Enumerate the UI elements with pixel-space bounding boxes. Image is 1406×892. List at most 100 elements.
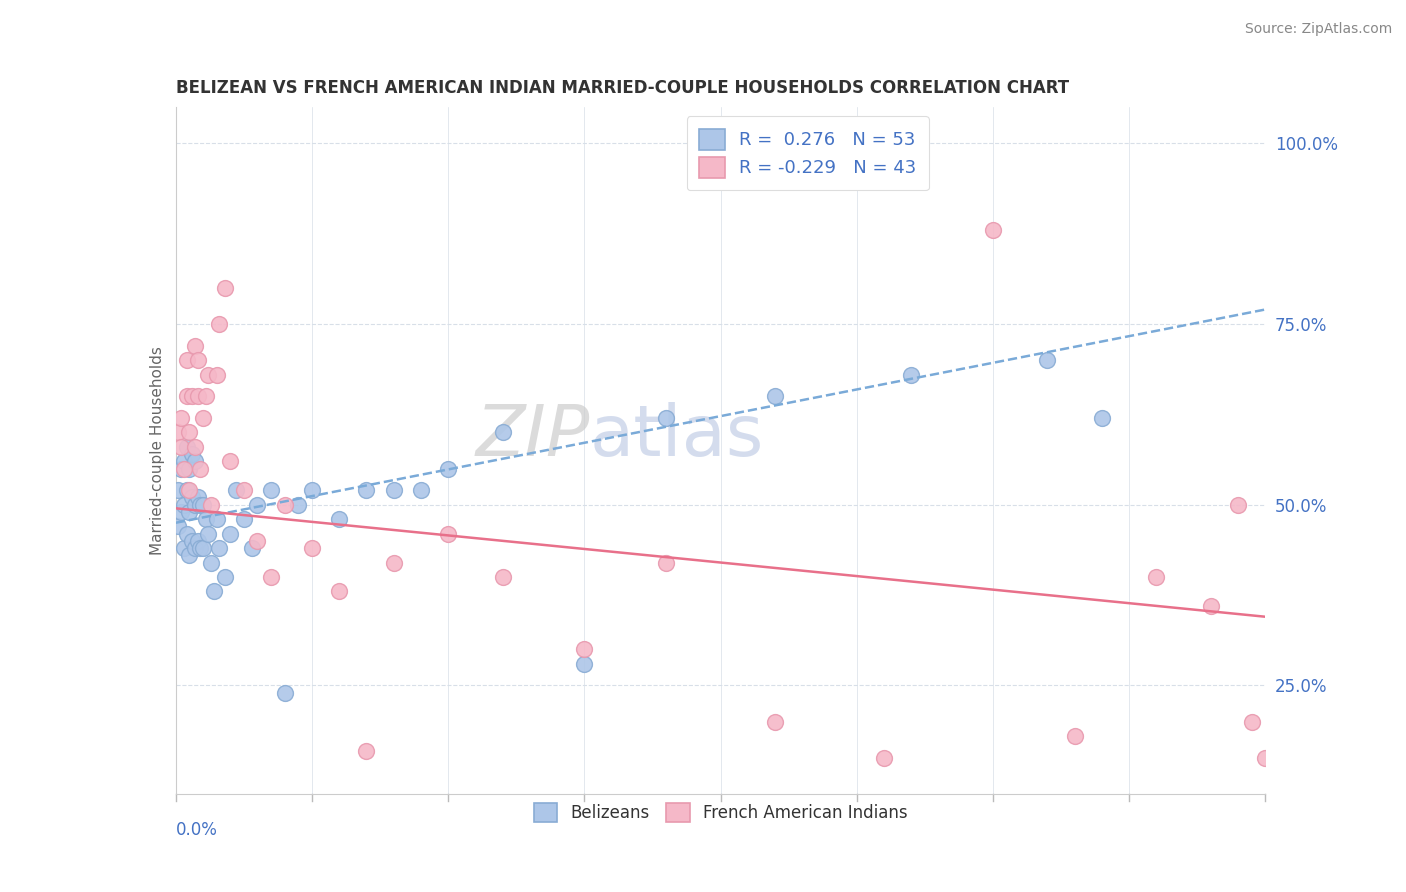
Point <box>763 389 786 403</box>
Point <box>900 368 922 382</box>
Point <box>214 281 236 295</box>
Point <box>574 642 596 657</box>
Point <box>232 483 254 498</box>
Point <box>382 556 405 570</box>
Point <box>170 440 193 454</box>
Point <box>1091 411 1114 425</box>
Point <box>301 541 323 555</box>
Point <box>181 533 204 548</box>
Point <box>356 483 378 498</box>
Point <box>167 425 190 440</box>
Point <box>260 570 283 584</box>
Point <box>328 512 350 526</box>
Point <box>186 491 209 505</box>
Point <box>176 353 198 368</box>
Point <box>492 570 515 584</box>
Point <box>202 584 225 599</box>
Point <box>184 338 207 352</box>
Point <box>186 533 209 548</box>
Point <box>191 411 214 425</box>
Point <box>194 512 217 526</box>
Point <box>655 556 678 570</box>
Point <box>409 483 432 498</box>
Y-axis label: Married-couple Households: Married-couple Households <box>149 346 165 555</box>
Point <box>179 549 201 563</box>
Text: 0.0%: 0.0% <box>176 822 218 839</box>
Point <box>186 389 209 403</box>
Point <box>173 541 195 555</box>
Point <box>260 483 283 498</box>
Point <box>181 389 204 403</box>
Point <box>763 714 786 729</box>
Point <box>232 512 254 526</box>
Point <box>246 498 269 512</box>
Point <box>200 498 222 512</box>
Point <box>225 483 247 498</box>
Text: ZIP: ZIP <box>475 402 591 471</box>
Point <box>179 425 201 440</box>
Point <box>873 750 896 764</box>
Text: Source: ZipAtlas.com: Source: ZipAtlas.com <box>1244 22 1392 37</box>
Point <box>184 498 207 512</box>
Point <box>184 541 207 555</box>
Point <box>301 483 323 498</box>
Point <box>173 498 195 512</box>
Point <box>170 505 193 519</box>
Point <box>179 483 201 498</box>
Point <box>287 498 309 512</box>
Point <box>208 541 231 555</box>
Point <box>328 584 350 599</box>
Point <box>188 498 211 512</box>
Point <box>492 425 515 440</box>
Point <box>188 461 211 475</box>
Point <box>356 743 378 757</box>
Point <box>184 454 207 468</box>
Point <box>437 461 460 475</box>
Point <box>1227 498 1250 512</box>
Point <box>176 440 198 454</box>
Point <box>186 353 209 368</box>
Point <box>437 526 460 541</box>
Point <box>205 512 228 526</box>
Point <box>274 498 297 512</box>
Point <box>214 570 236 584</box>
Point <box>274 686 297 700</box>
Point <box>181 491 204 505</box>
Point <box>179 505 201 519</box>
Point <box>170 411 193 425</box>
Point <box>179 461 201 475</box>
Point <box>382 483 405 498</box>
Point <box>205 368 228 382</box>
Point <box>981 223 1004 237</box>
Point <box>170 461 193 475</box>
Point <box>1144 570 1167 584</box>
Point <box>181 447 204 461</box>
Legend: Belizeans, French American Indians: Belizeans, French American Indians <box>522 791 920 834</box>
Point <box>176 389 198 403</box>
Point <box>1199 599 1222 613</box>
Point <box>184 440 207 454</box>
Point <box>1063 729 1085 743</box>
Point <box>200 556 222 570</box>
Point <box>176 526 198 541</box>
Point <box>1036 353 1059 368</box>
Point <box>655 411 678 425</box>
Point <box>173 454 195 468</box>
Point <box>574 657 596 671</box>
Text: BELIZEAN VS FRENCH AMERICAN INDIAN MARRIED-COUPLE HOUSEHOLDS CORRELATION CHART: BELIZEAN VS FRENCH AMERICAN INDIAN MARRI… <box>176 79 1069 97</box>
Point <box>1254 750 1277 764</box>
Point <box>246 533 269 548</box>
Point <box>1240 714 1263 729</box>
Point <box>240 541 263 555</box>
Point <box>167 519 190 533</box>
Point <box>194 389 217 403</box>
Point <box>188 541 211 555</box>
Point <box>173 461 195 475</box>
Point <box>197 526 219 541</box>
Point <box>197 368 219 382</box>
Point <box>219 454 242 468</box>
Point <box>219 526 242 541</box>
Point <box>191 498 214 512</box>
Point <box>176 483 198 498</box>
Point <box>167 483 190 498</box>
